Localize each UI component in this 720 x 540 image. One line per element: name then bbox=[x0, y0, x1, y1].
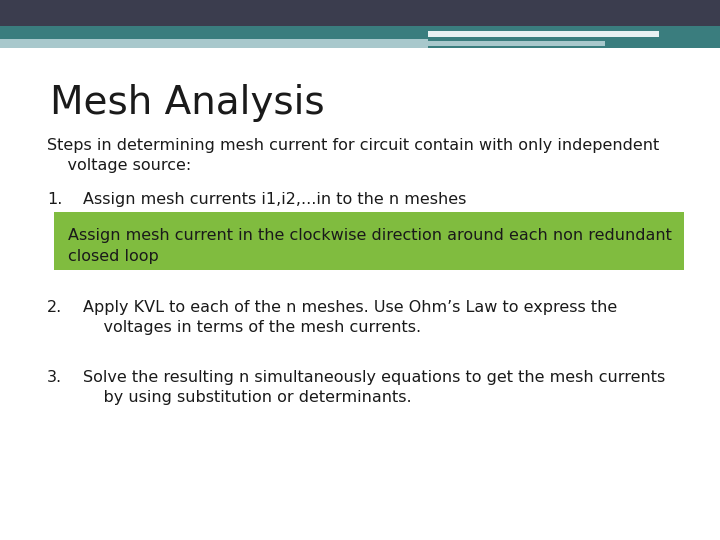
Text: Assign mesh current in the clockwise direction around each non redundant
closed : Assign mesh current in the clockwise dir… bbox=[68, 228, 672, 265]
Text: Solve the resulting n simultaneously equations to get the mesh currents
    by u: Solve the resulting n simultaneously equ… bbox=[83, 370, 665, 406]
Text: Mesh Analysis: Mesh Analysis bbox=[50, 84, 325, 122]
Text: Steps in determining mesh current for circuit contain with only independent
    : Steps in determining mesh current for ci… bbox=[47, 138, 659, 173]
FancyBboxPatch shape bbox=[0, 39, 428, 48]
FancyBboxPatch shape bbox=[428, 26, 720, 48]
Text: 3.: 3. bbox=[47, 370, 62, 385]
Text: Assign mesh currents i1,i2,...in to the n meshes: Assign mesh currents i1,i2,...in to the … bbox=[83, 192, 466, 207]
FancyBboxPatch shape bbox=[0, 26, 720, 39]
FancyBboxPatch shape bbox=[428, 40, 605, 46]
Text: Apply KVL to each of the n meshes. Use Ohm’s Law to express the
    voltages in : Apply KVL to each of the n meshes. Use O… bbox=[83, 300, 617, 335]
FancyBboxPatch shape bbox=[428, 31, 659, 37]
FancyBboxPatch shape bbox=[54, 212, 684, 270]
FancyBboxPatch shape bbox=[0, 0, 720, 26]
Text: 2.: 2. bbox=[47, 300, 62, 315]
Text: 1.: 1. bbox=[47, 192, 62, 207]
